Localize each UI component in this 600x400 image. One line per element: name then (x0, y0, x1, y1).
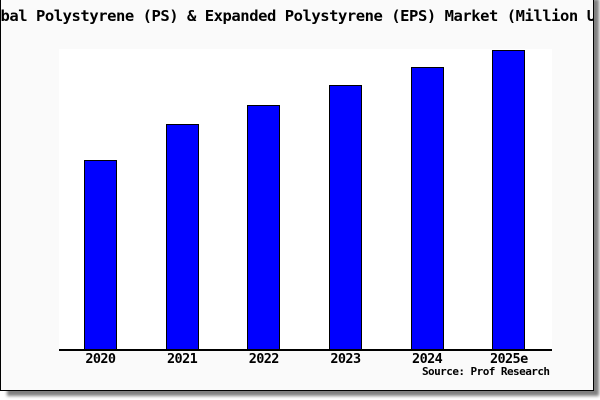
bar-2022 (247, 104, 281, 349)
x-tick-label-2023: 2023 (330, 350, 361, 367)
x-tick-label-2021: 2021 (167, 350, 198, 367)
x-tick-label-2022: 2022 (248, 350, 280, 367)
bar-2021 (165, 124, 199, 349)
chart-figure: bal Polystyrene (PS) & Expanded Polystyr… (0, 7, 594, 378)
bar-2020 (83, 160, 117, 349)
bar-2023 (328, 85, 362, 349)
plot-area (58, 48, 552, 351)
bar-2025e (492, 49, 526, 349)
x-tick-label-2020: 2020 (85, 350, 116, 367)
x-tick-label-2025e: 2025e (489, 350, 528, 367)
x-tick-label-2024: 2024 (412, 350, 443, 367)
chart-title: bal Polystyrene (PS) & Expanded Polystyr… (0, 7, 594, 25)
bar-2024 (410, 67, 444, 349)
chart-frame: bal Polystyrene (PS) & Expanded Polystyr… (0, 0, 594, 391)
source-credit: Source: Prof Research (421, 364, 550, 378)
